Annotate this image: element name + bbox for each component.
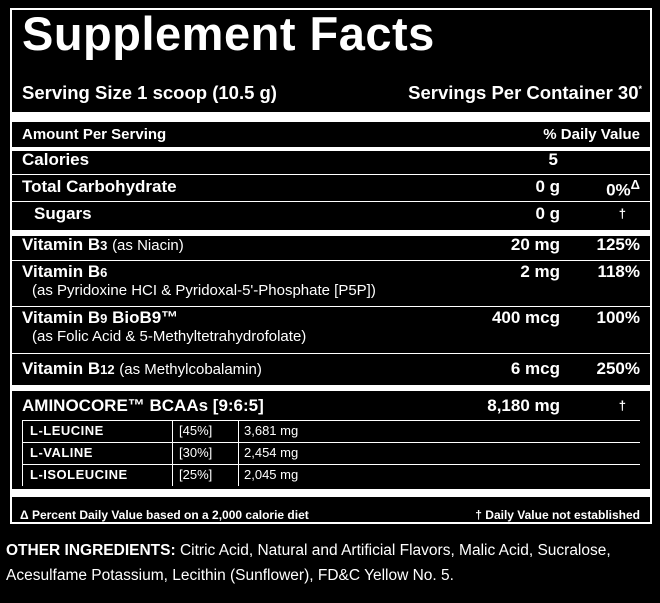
table-row: L-LEUCINE [45%] 3,681 mg	[22, 421, 640, 442]
serving-info: Serving Size 1 scoop (10.5 g) Servings P…	[22, 82, 642, 104]
nutrient-label: Vitamin B6	[22, 262, 108, 281]
servings-per-container: Servings Per Container 30*	[408, 82, 642, 103]
amino-percent: [45%]	[179, 423, 213, 438]
nutrient-amount: 0 g	[535, 177, 560, 196]
other-ingredients-text: Citric Acid, Natural and Artificial Flav…	[6, 542, 611, 584]
footnote-not-established: † Daily Value not established	[475, 508, 640, 522]
daily-value-header: % Daily Value	[543, 126, 640, 143]
amino-name: L-VALINE	[30, 445, 93, 460]
supplement-facts-panel: Supplement Facts Serving Size 1 scoop (1…	[10, 7, 652, 524]
nutrient-amount: 20 mg	[510, 235, 560, 254]
divider	[12, 260, 650, 261]
nutrient-amount: 2 mg	[520, 262, 560, 281]
amino-amount: 2,454 mg	[244, 445, 299, 460]
amino-name: L-LEUCINE	[30, 423, 104, 438]
nutrient-label: Total Carbohydrate	[22, 177, 177, 196]
table-row: L-ISOLEUCINE [25%] 2,045 mg	[22, 465, 640, 486]
amino-percent: [30%]	[179, 445, 213, 460]
nutrient-amount: 5	[548, 150, 558, 169]
divider	[12, 174, 650, 175]
nutrient-dv: 250%	[596, 359, 640, 378]
other-ingredients: OTHER INGREDIENTS: Citric Acid, Natural …	[6, 538, 656, 588]
nutrient-dv: †	[618, 206, 626, 221]
nutrient-dv: †	[618, 398, 626, 413]
nutrient-label: Vitamin B9 BioB9™	[22, 308, 179, 327]
nutrient-dv: 125%	[596, 235, 640, 254]
nutrient-label: Sugars	[34, 204, 92, 223]
other-ingredients-label: OTHER INGREDIENTS:	[6, 542, 176, 559]
thick-divider	[12, 489, 650, 497]
divider	[12, 306, 650, 307]
amino-amount: 3,681 mg	[244, 423, 299, 438]
nutrient-detail: (as Pyridoxine HCI & Pyridoxal-5'-Phosph…	[32, 282, 376, 299]
footnote-daily-value: Δ Percent Daily Value based on a 2,000 c…	[20, 508, 309, 522]
table-row: L-VALINE [30%] 2,454 mg	[22, 443, 640, 464]
medium-divider	[12, 230, 650, 236]
amino-name: L-ISOLEUCINE	[30, 467, 128, 482]
nutrient-amount: 6 mcg	[510, 359, 560, 378]
nutrient-amount: 0 g	[535, 204, 560, 223]
nutrient-label: AMINOCORE™ BCAAs [9:6:5]	[22, 396, 264, 415]
nutrient-label: Vitamin B12 (as Methylcobalamin)	[22, 359, 262, 378]
thick-divider	[12, 112, 650, 122]
nutrient-detail: (as Folic Acid & 5-Methyltetrahydrofolat…	[32, 328, 307, 345]
serving-size: Serving Size 1 scoop (10.5 g)	[22, 82, 277, 103]
nutrient-dv: 118%	[597, 262, 640, 281]
medium-divider	[12, 385, 650, 391]
nutrient-amount: 8,180 mg	[487, 396, 560, 415]
amount-per-serving-header: Amount Per Serving	[22, 126, 167, 143]
amino-amount: 2,045 mg	[244, 467, 299, 482]
nutrient-label: Vitamin B3 (as Niacin)	[22, 235, 184, 254]
panel-title: Supplement Facts	[22, 7, 435, 60]
nutrient-dv: 0%Δ	[606, 177, 640, 200]
nutrient-dv: 100%	[596, 308, 640, 327]
divider	[12, 353, 650, 354]
nutrient-label: Calories	[22, 150, 90, 169]
divider	[12, 201, 650, 202]
nutrient-amount: 400 mcg	[491, 308, 560, 327]
divider	[12, 147, 650, 151]
amino-percent: [25%]	[179, 467, 213, 482]
